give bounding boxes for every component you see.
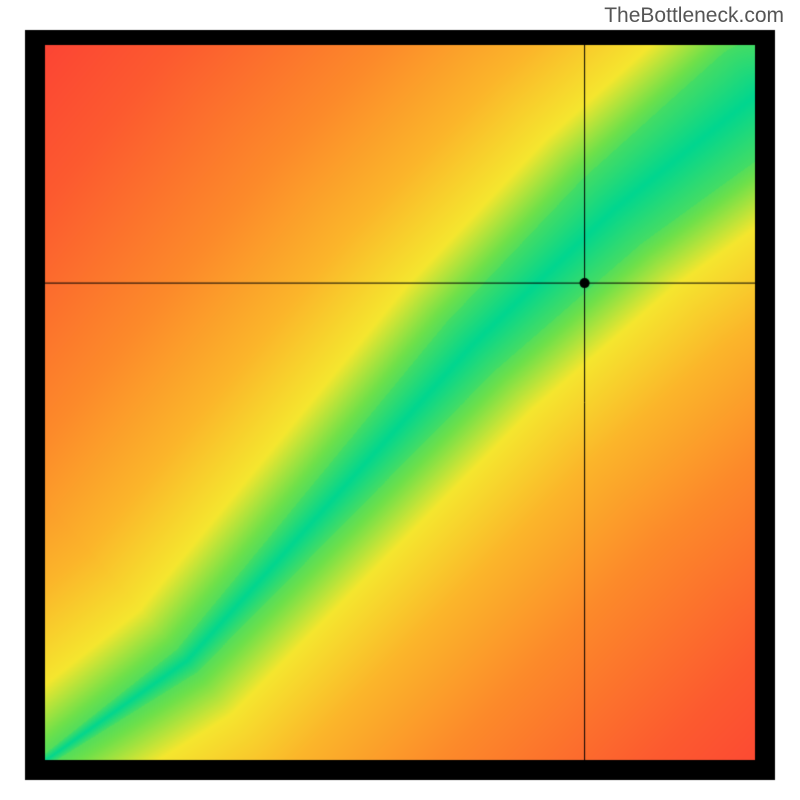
watermark-label: TheBottleneck.com (604, 4, 784, 28)
bottleneck-heatmap (0, 0, 800, 800)
